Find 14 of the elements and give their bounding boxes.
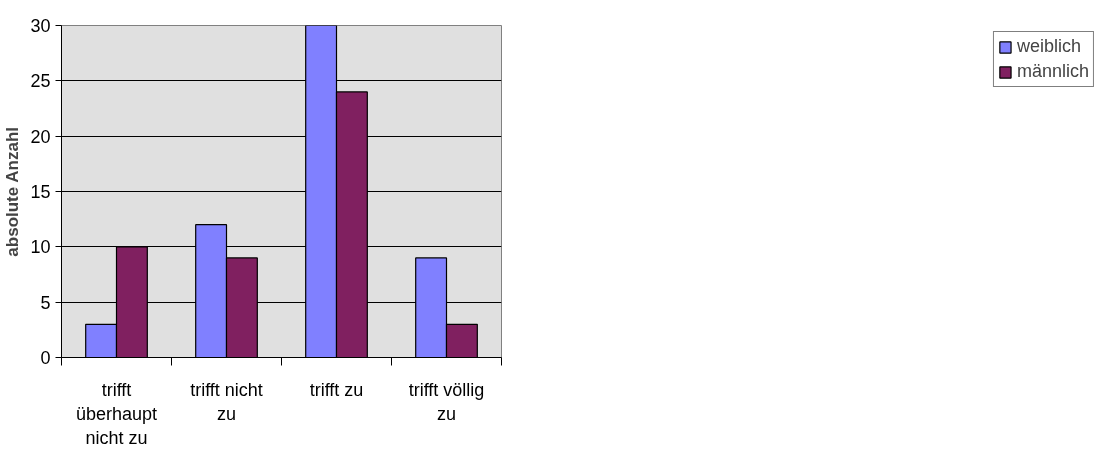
legend-label: weiblich xyxy=(1016,36,1081,57)
x-tick-label: trifft zu xyxy=(309,379,364,400)
x-tick-label: trifft überhaupt nicht zu xyxy=(75,379,158,448)
y-tick-label: 20 xyxy=(30,126,51,147)
y-tick-label: 25 xyxy=(30,71,51,92)
x-tick-label: trifft völlig zu xyxy=(408,379,485,424)
y-tick-label: 15 xyxy=(30,182,51,202)
legend-label: männlich xyxy=(1016,61,1089,82)
x-tick-label: trifft nicht zu xyxy=(190,379,263,424)
y-tick-label: 30 xyxy=(30,16,51,36)
y-tick-label: 0 xyxy=(40,348,51,368)
y-tick-label: 10 xyxy=(30,237,51,258)
y-tick-label: 5 xyxy=(40,292,51,313)
y-axis-title: absolute Anzahl xyxy=(3,126,23,257)
